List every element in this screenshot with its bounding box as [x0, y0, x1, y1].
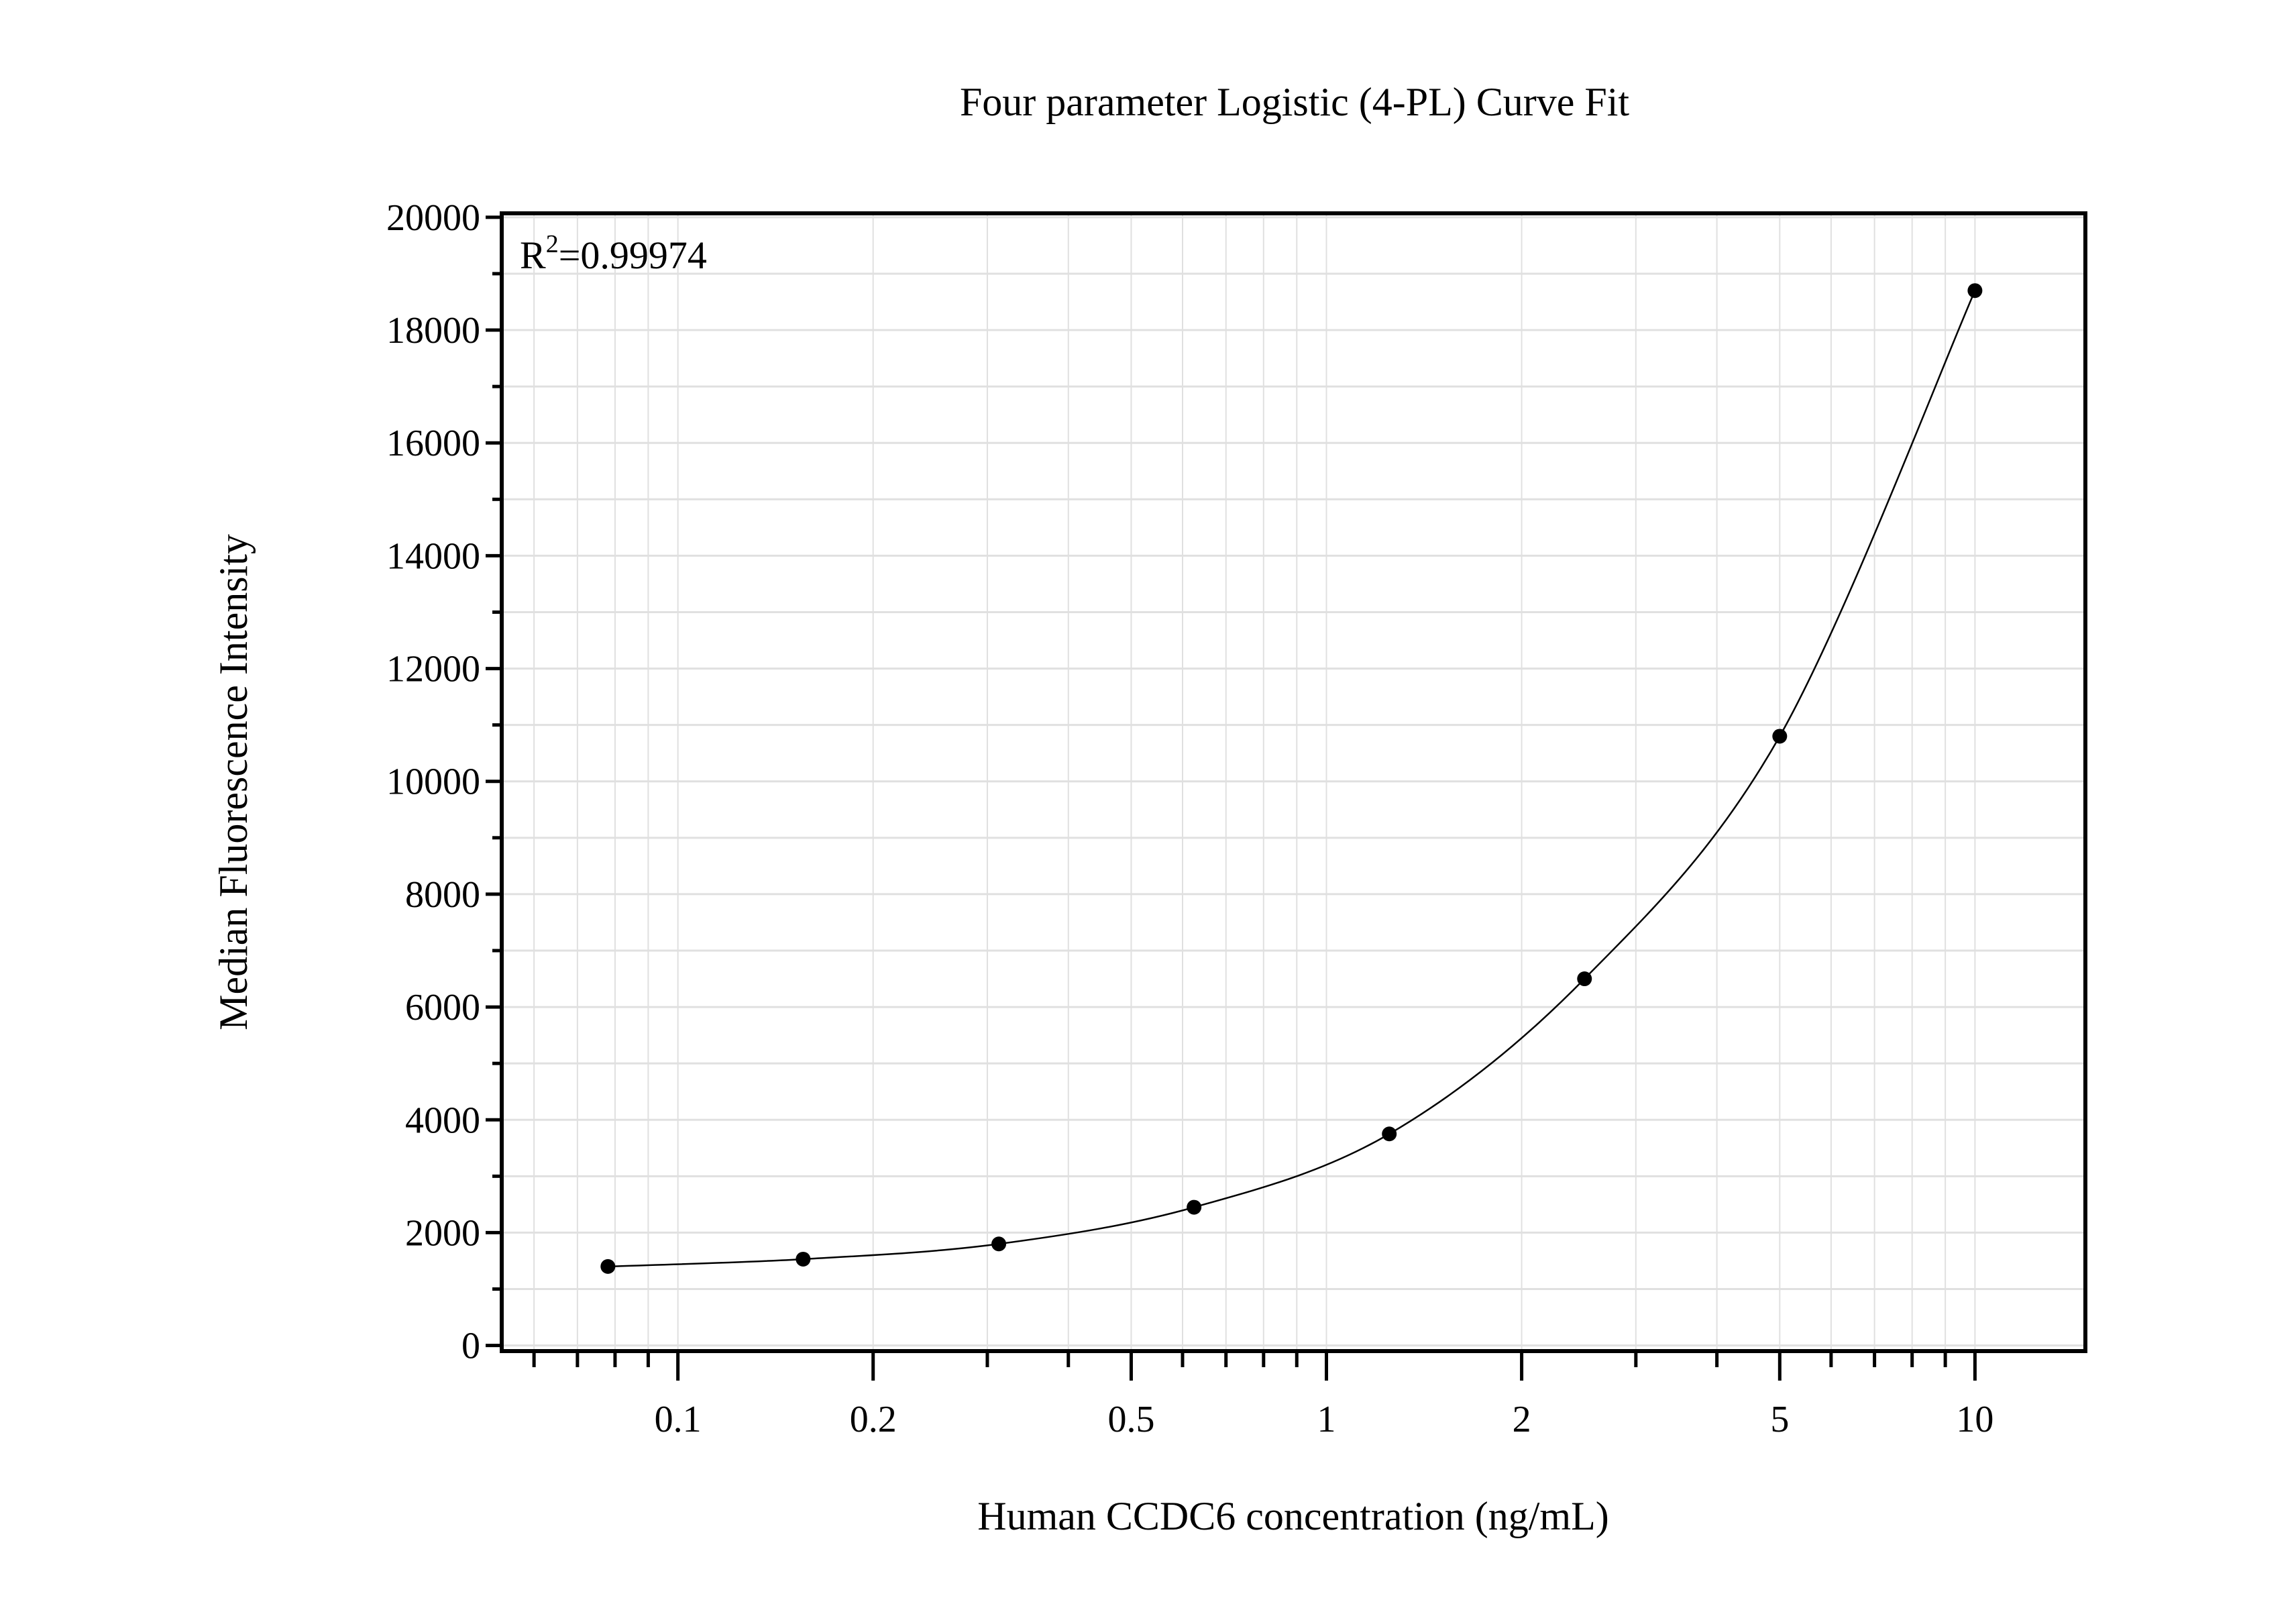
- y-tick-label: 16000: [386, 423, 480, 464]
- r-squared-base: R: [520, 233, 546, 277]
- y-tick-label: 4000: [405, 1100, 480, 1141]
- y-tick-label: 12000: [386, 649, 480, 690]
- grid: [502, 213, 2085, 1351]
- x-tick-label: 0.5: [1107, 1399, 1154, 1440]
- y-tick-label: 20000: [386, 197, 480, 239]
- y-tick-label: 2000: [405, 1212, 480, 1254]
- x-tick-label: 5: [1770, 1399, 1789, 1440]
- r-squared-value: =0.99974: [559, 233, 707, 277]
- y-tick-label: 6000: [405, 987, 480, 1028]
- x-axis-label: Human CCDC6 concentration (ng/mL): [977, 1494, 1608, 1538]
- data-point: [796, 1251, 811, 1267]
- r-squared-superscript: 2: [546, 230, 559, 258]
- y-axis-label: Median Fluorescence Intensity: [211, 534, 256, 1030]
- x-tick-label: 2: [1513, 1399, 1531, 1440]
- y-tick-label: 8000: [405, 874, 480, 916]
- data-point: [1382, 1126, 1397, 1142]
- x-tick-label: 10: [1956, 1399, 1993, 1440]
- data-point: [991, 1236, 1007, 1252]
- r-squared-annotation: R2=0.99974: [520, 230, 707, 277]
- y-tick-label: 18000: [386, 310, 480, 352]
- chart-title: Four parameter Logistic (4-PL) Curve Fit: [960, 80, 1629, 124]
- axis-ticks: 0 2000 4000 6000 8000 10000 12000 14000 16000 180…: [386, 197, 1993, 1440]
- x-tick-label: 0.1: [655, 1399, 702, 1440]
- data-point: [1577, 971, 1592, 987]
- x-tick-label: 1: [1317, 1399, 1336, 1440]
- y-tick-label: 0: [461, 1326, 480, 1367]
- y-tick-label: 10000: [386, 761, 480, 803]
- data-point: [600, 1259, 616, 1274]
- fit-curve-group: [608, 290, 1976, 1268]
- y-tick-label: 14000: [386, 535, 480, 577]
- data-point: [1772, 729, 1788, 744]
- x-tick-label: 0.2: [850, 1399, 897, 1440]
- data-points: [600, 283, 1983, 1274]
- fit-curve: [608, 290, 1976, 1268]
- data-point: [1967, 283, 1983, 299]
- data-point: [1187, 1199, 1202, 1215]
